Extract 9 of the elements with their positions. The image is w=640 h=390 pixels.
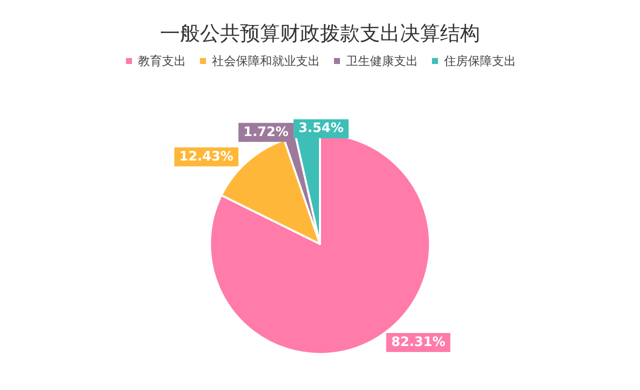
data-label: 82.31%	[391, 335, 446, 350]
legend-label: 卫生健康支出	[346, 54, 418, 68]
data-label: 12.43%	[179, 149, 234, 164]
legend-label: 教育支出	[138, 54, 186, 68]
chart-title: 一般公共预算财政拨款支出决算结构	[160, 21, 480, 45]
legend-label: 住房保障支出	[443, 54, 516, 68]
legend-label: 社会保障和就业支出	[212, 54, 320, 68]
data-label: 1.72%	[243, 124, 289, 140]
data-label: 3.54%	[298, 121, 344, 136]
